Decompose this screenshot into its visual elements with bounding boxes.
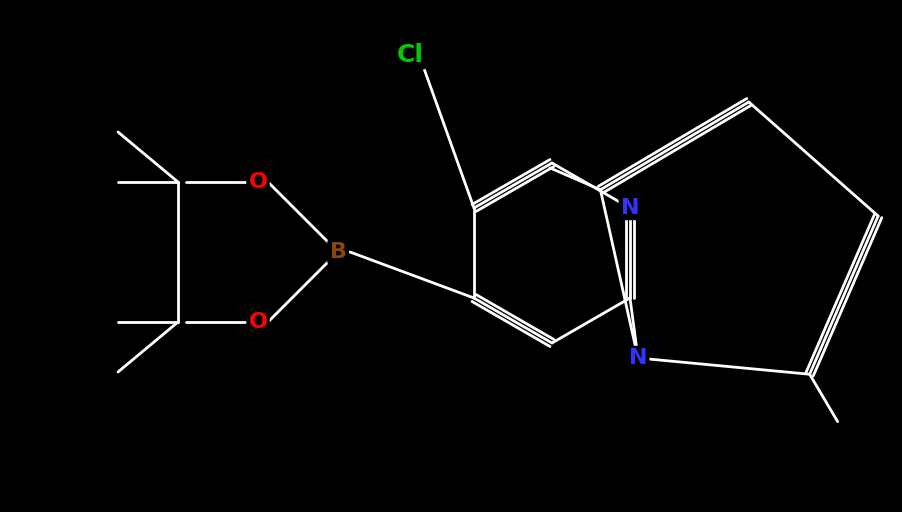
Text: B: B: [329, 242, 346, 262]
Text: O: O: [248, 312, 268, 332]
Text: N: N: [629, 348, 648, 368]
Text: Cl: Cl: [397, 43, 424, 67]
Text: O: O: [248, 172, 268, 192]
Text: N: N: [621, 198, 640, 218]
